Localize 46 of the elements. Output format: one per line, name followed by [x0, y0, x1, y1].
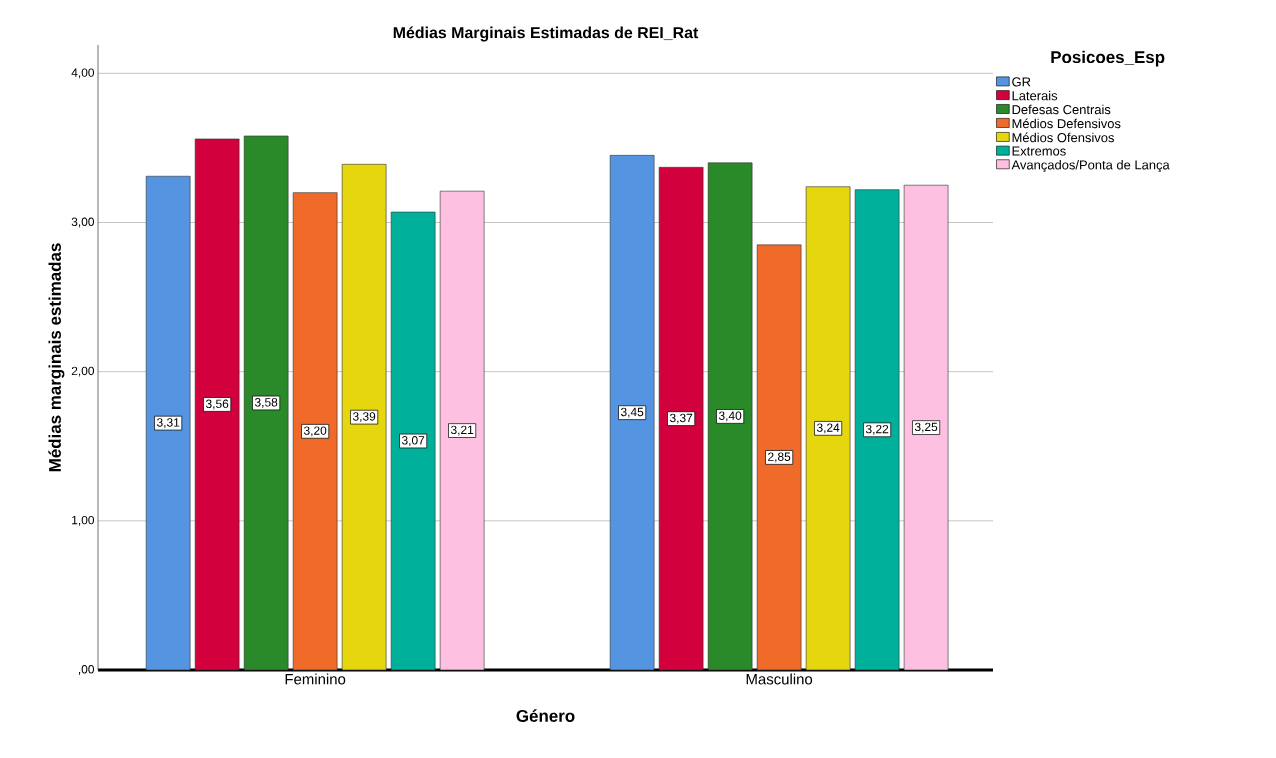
y-tick-label: 3,00 [71, 217, 95, 228]
bar [439, 190, 485, 671]
y-tick-label: 1,00 [72, 515, 95, 526]
y-tick-label: 4,00 [71, 68, 95, 79]
bar [707, 162, 753, 671]
bar [243, 135, 289, 671]
y-axis-title: Médias marginais estimadas [48, 243, 65, 472]
x-tick-label: Feminino [285, 673, 346, 685]
data-label: 3,24 [816, 423, 840, 434]
bar [341, 164, 387, 671]
data-label: 3,45 [620, 407, 644, 418]
data-label: 3,39 [352, 412, 376, 423]
legend-label: Avançados/Ponta de Lança [1011, 159, 1170, 173]
bar [805, 186, 851, 671]
data-label: 2,85 [768, 452, 791, 463]
data-label: 3,37 [669, 413, 693, 424]
data-label: 3,21 [450, 425, 474, 436]
data-label: 3,56 [205, 399, 229, 410]
data-label: 3,25 [914, 422, 938, 433]
legend-label: Médios Defensivos [1012, 118, 1121, 129]
bar [292, 192, 338, 671]
legend-label: Extremos [1012, 146, 1066, 156]
bar [854, 189, 900, 671]
data-label: 3,20 [303, 426, 327, 437]
legend-label: GR [1012, 77, 1031, 87]
data-label: 3,31 [156, 418, 180, 429]
data-label: 3,22 [865, 424, 889, 435]
legend-title: Posicoes_Esp [1051, 50, 1165, 67]
legend-label: Laterais [1012, 90, 1058, 101]
legend-label: Defesas Centrais [1012, 104, 1111, 115]
x-tick-label: Masculino [746, 673, 813, 685]
y-tick-label: ,00 [78, 665, 95, 675]
data-label: 3,58 [254, 398, 278, 408]
bar [658, 167, 704, 671]
bar [756, 244, 802, 671]
bar [390, 211, 436, 671]
bar [903, 184, 949, 671]
bar [609, 155, 655, 671]
x-axis-title: Género [516, 709, 575, 722]
data-label: 3,07 [401, 436, 425, 446]
chart-title: Médias Marginais Estimadas de REI_Rat [393, 26, 699, 42]
bar [145, 175, 191, 671]
bar [194, 138, 240, 671]
data-label: 3,40 [718, 411, 742, 422]
y-tick-label: 2,00 [71, 366, 95, 377]
legend-label: Médios Ofensivos [1012, 132, 1114, 143]
